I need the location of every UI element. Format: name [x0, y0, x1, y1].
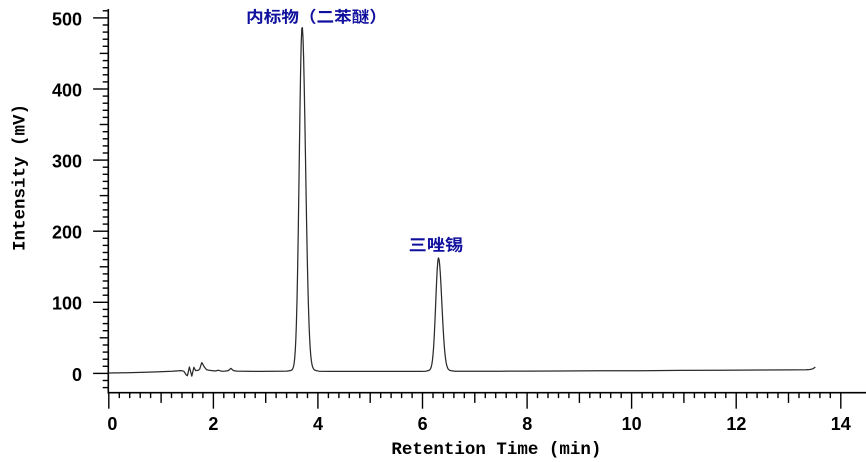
svg-text:100: 100	[52, 294, 82, 314]
svg-text:Retention Time (min): Retention Time (min)	[391, 440, 601, 460]
svg-text:4: 4	[313, 414, 323, 434]
svg-text:12: 12	[726, 414, 746, 434]
svg-text:0: 0	[107, 414, 117, 434]
svg-text:14: 14	[831, 414, 851, 434]
svg-text:8: 8	[522, 414, 532, 434]
svg-text:0: 0	[72, 365, 82, 385]
svg-text:10: 10	[622, 414, 642, 434]
svg-text:400: 400	[52, 80, 82, 100]
svg-text:500: 500	[52, 9, 82, 29]
svg-text:200: 200	[52, 223, 82, 243]
svg-text:6: 6	[418, 414, 428, 434]
svg-text:300: 300	[52, 152, 82, 172]
svg-text:Intensity (mV): Intensity (mV)	[11, 104, 31, 251]
svg-text:2: 2	[208, 414, 218, 434]
